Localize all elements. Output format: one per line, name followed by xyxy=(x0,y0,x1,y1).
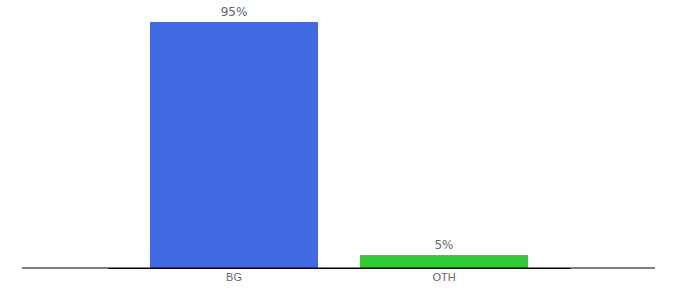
baseline xyxy=(22,268,655,269)
x-tick-label: BG xyxy=(226,271,242,283)
x-tick: OTH xyxy=(432,268,455,283)
bar xyxy=(360,255,528,268)
data-label: 95% xyxy=(221,5,248,19)
bars xyxy=(150,22,528,268)
x-tick: BG xyxy=(226,268,242,283)
x-tick-label: OTH xyxy=(432,271,455,283)
x-axis: BG OTH xyxy=(109,268,571,283)
data-label: 5% xyxy=(434,238,453,252)
bar xyxy=(150,22,318,268)
chart: BG OTH 95% 5% xyxy=(0,0,680,300)
data-labels: 95% 5% xyxy=(221,5,454,252)
x-axis-line xyxy=(109,268,571,269)
